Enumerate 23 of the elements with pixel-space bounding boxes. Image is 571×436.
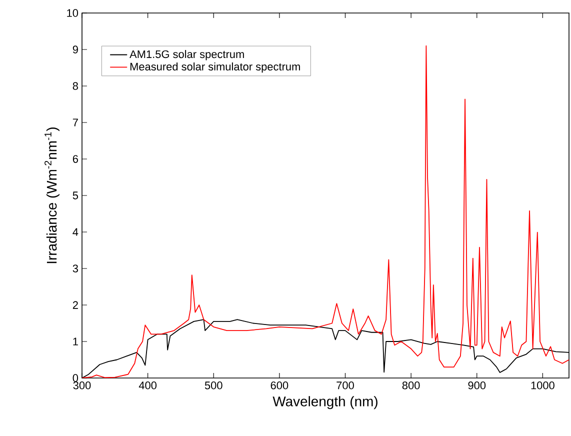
x-tick-label: 300 (73, 382, 91, 390)
x-axis-title: Wavelength (nm) (272, 396, 378, 410)
x-tick-label: 1000 (531, 382, 554, 390)
legend-label: Measured solar simulator spectrum (130, 62, 300, 73)
x-tick-label: 800 (402, 382, 420, 390)
x-tick-label: 700 (336, 382, 354, 390)
y-tick-label: 6 (72, 155, 78, 163)
x-tick-label: 400 (138, 382, 157, 390)
legend-label: AM1.5G solar spectrum (130, 50, 244, 60)
y-tick-label: 3 (72, 264, 78, 272)
x-tick-label: 900 (468, 382, 486, 390)
x-tick-label: 600 (270, 382, 288, 390)
y-axis-title: Irradiance (Wm$^{-2}$nm$^{-1}$) (44, 128, 60, 264)
y-tick-label: 0 (72, 374, 78, 382)
x-tick-label: 500 (204, 382, 222, 390)
y-tick-label: 8 (72, 82, 78, 90)
y-tick-label: 9 (72, 46, 78, 54)
y-tick-label: 10 (67, 9, 78, 17)
y-tick-label: 5 (72, 192, 78, 200)
y-tick-label: 1 (73, 338, 78, 346)
y-tick-label: 4 (72, 228, 78, 236)
y-tick-label: 2 (72, 301, 78, 309)
y-tick-label: 7 (72, 118, 78, 126)
